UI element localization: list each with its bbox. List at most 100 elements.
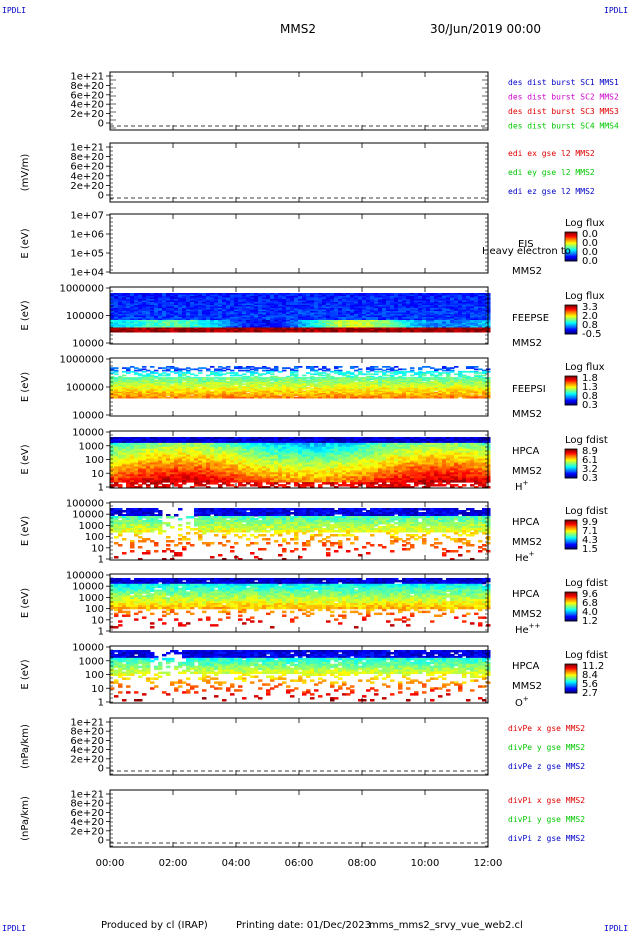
panel-9-ytick: 10000 — [72, 643, 104, 654]
panel-7-ytick: 1000 — [79, 521, 104, 532]
panel-9-ytick: 100 — [85, 670, 104, 681]
corner-tag-bottom-right: IPDLI — [604, 924, 629, 933]
panel-6-ytick: 10 — [91, 469, 104, 480]
panel-1-ytick: 8e+20 — [70, 81, 104, 92]
spectrogram-9 — [110, 650, 491, 702]
spectrogram-4 — [110, 293, 491, 333]
panel-3-colorbar — [564, 231, 578, 262]
panel-9 — [106, 645, 578, 704]
panel-7-colorbar — [564, 519, 578, 550]
panel-3-colorbar-title: Log flux — [565, 218, 605, 229]
panel-4-colorbar-tick: 3.3 — [582, 302, 598, 313]
corner-tag-top-left: IPDLI — [2, 6, 27, 15]
panel-10-legend-3: divPe z gse MMS2 — [508, 762, 585, 771]
panel-11-ytick: 0 — [98, 836, 104, 847]
panel-11-legend-2: divPi y gse MMS2 — [508, 815, 585, 824]
panel-2-ytick: 6e+20 — [70, 162, 104, 173]
panel-3 — [106, 213, 578, 274]
panel-6-colorbar-tick: 3.2 — [582, 464, 598, 475]
panel-1-legend-1: des dist burst SC1 MMS1 — [508, 78, 619, 87]
panel-3-instrument: EIS — [518, 239, 534, 250]
panel-frame-3 — [109, 213, 489, 274]
panel-7-colorbar-tick: 4.3 — [582, 535, 598, 546]
panel-10 — [106, 717, 489, 776]
panel-10-ytick: 8e+20 — [70, 727, 104, 738]
panel-5-ylabel: E (eV) — [20, 372, 31, 402]
panel-3-ytick: 1e+07 — [70, 211, 104, 222]
panel-8-colorbar-tick: 4.0 — [582, 607, 598, 618]
panel-4-colorbar-tick: 2.0 — [582, 311, 598, 322]
panel-10-legend-1: divPe x gse MMS2 — [508, 724, 585, 733]
time-tick-label: 04:00 — [222, 858, 251, 869]
panel-2-ytick: 1e+21 — [70, 143, 104, 154]
panel-7-ytick: 1 — [98, 555, 104, 566]
panel-3-ylabel: E (eV) — [20, 228, 31, 258]
panel-7-colorbar-tick: 9.9 — [582, 517, 598, 528]
panel-4-ytick: 10000 — [72, 339, 104, 350]
panel-9-ylabel: E (eV) — [20, 659, 31, 689]
panel-4-instrument: FEEPSE — [512, 313, 549, 324]
panel-10-ytick: 1e+21 — [70, 718, 104, 729]
panel-9-species: O+ — [515, 695, 529, 709]
panel-10-ytick: 6e+20 — [70, 736, 104, 747]
header-date: 30/Jun/2019 00:00 — [430, 22, 542, 36]
panel-2-ytick: 2e+20 — [70, 181, 104, 192]
panel-6-ytick: 1000 — [79, 441, 104, 452]
panel-9-colorbar-tick: 8.4 — [582, 670, 598, 681]
panel-3-ytick: 1e+04 — [70, 268, 104, 279]
spectrogram-6 — [110, 437, 491, 489]
panel-8-colorbar-tick: 1.2 — [582, 616, 598, 627]
panel-frame-11 — [109, 789, 489, 848]
panel-4-ylabel: E (eV) — [20, 300, 31, 330]
panel-2-ytick: 8e+20 — [70, 152, 104, 163]
panel-11-ytick: 4e+20 — [70, 817, 104, 828]
panel-9-ytick: 1 — [98, 698, 104, 709]
panel-9-spacecraft: MMS2 — [512, 681, 542, 692]
panel-6-colorbar-tick: 6.1 — [582, 455, 598, 466]
panel-3-product: Heavy electron to — [482, 246, 571, 257]
panel-1-legend-3: des dist burst SC3 MMS3 — [508, 107, 619, 116]
panel-5-colorbar — [564, 375, 578, 406]
corner-tag-bottom-left: IPDLI — [2, 924, 27, 933]
time-tick-label: 06:00 — [285, 858, 314, 869]
panel-1-ytick: 0 — [98, 119, 104, 130]
time-tick-label: 08:00 — [348, 858, 377, 869]
panel-9-instrument: HPCA — [512, 661, 540, 672]
panel-8-ytick: 10000 — [72, 582, 104, 593]
panel-2 — [106, 142, 489, 203]
panel-1-ytick: 4e+20 — [70, 100, 104, 111]
panel-3-ytick: 1e+06 — [70, 230, 104, 241]
panel-6-colorbar-tick: 8.9 — [582, 446, 598, 457]
panel-8-colorbar-tick: 9.6 — [582, 589, 598, 600]
panel-11-ylabel: (nPa/km) — [20, 796, 31, 841]
panel-9-colorbar-title: Log fdist — [565, 650, 608, 661]
panel-8-ytick: 1000 — [79, 593, 104, 604]
panel-10-ytick: 4e+20 — [70, 745, 104, 756]
panel-7-colorbar-tick: 7.1 — [582, 526, 598, 537]
panel-5-instrument: FEEPSI — [512, 384, 546, 395]
footer-produced-by: Produced by cl (IRAP) — [101, 920, 208, 931]
panel-5-colorbar-tick: 1.8 — [582, 373, 598, 384]
time-tick-label: 10:00 — [411, 858, 440, 869]
panel-4-colorbar-tick: 0.8 — [582, 320, 598, 331]
panel-6-ytick: 10000 — [72, 428, 104, 439]
footer-printing-date: Printing date: 01/Dec/2023 — [236, 920, 372, 931]
panel-4-colorbar-tick: -0.5 — [582, 329, 602, 340]
panel-11 — [106, 789, 489, 848]
panel-11-legend-3: divPi z gse MMS2 — [508, 834, 585, 843]
panel-5-ytick: 100000 — [66, 383, 104, 394]
panel-11-ytick: 2e+20 — [70, 826, 104, 837]
panel-11-ytick: 1e+21 — [70, 790, 104, 801]
panel-11-ytick: 8e+20 — [70, 799, 104, 810]
panel-8-ytick: 1 — [98, 627, 104, 638]
panel-2-ylabel: (mV/m) — [20, 154, 31, 192]
panel-11-legend-1: divPi x gse MMS2 — [508, 796, 585, 805]
panel-9-colorbar-tick: 5.6 — [582, 679, 598, 690]
panel-4-colorbar — [564, 304, 578, 335]
panel-1-ytick: 6e+20 — [70, 90, 104, 101]
panel-4 — [106, 286, 578, 345]
panel-10-ylabel: (nPa/km) — [20, 724, 31, 769]
panel-5-ytick: 1000000 — [59, 355, 104, 366]
panel-8-colorbar — [564, 591, 578, 622]
panel-7-ytick: 100 — [85, 532, 104, 543]
